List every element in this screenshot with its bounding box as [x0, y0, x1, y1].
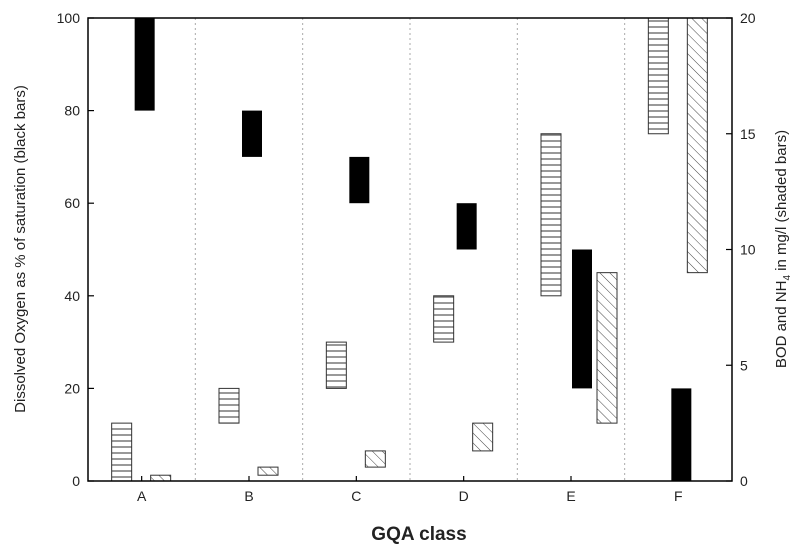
bar-solid-black-f: [671, 388, 692, 481]
bar-diagonal-hatch-d: [472, 422, 494, 452]
bar-horizontal-hatch-b: [218, 387, 240, 424]
bar-diagonal-hatch-c: [364, 450, 386, 468]
left-tick-label: 20: [64, 380, 80, 396]
x-tick-label: A: [137, 488, 147, 504]
x-tick-label: E: [566, 488, 575, 504]
right-axis-title: BOD and NH4 in mg/l (shaded bars): [773, 130, 793, 368]
bar-solid-black-c: [349, 156, 370, 204]
axes: 0 20 40 60 80 100 0 5 10 15 20 A B C D E F: [57, 10, 756, 504]
bar-solid-black-d: [456, 203, 477, 250]
bar-horizontal-hatch-d: [433, 295, 455, 343]
grid-lines: [194, 18, 626, 481]
bar-horizontal-hatch-e: [540, 133, 562, 297]
left-tick-label: 40: [64, 288, 80, 304]
bar-solid-black-a: [134, 18, 155, 111]
left-tick-label: 60: [64, 195, 80, 211]
x-tick-label: F: [674, 488, 683, 504]
right-tick-label: 5: [740, 357, 748, 373]
bars: [111, 17, 708, 482]
bar-horizontal-hatch-c: [325, 341, 347, 389]
bar-solid-black-e: [572, 249, 592, 389]
bar-diagonal-hatch-a: [150, 474, 172, 482]
right-tick-label: 10: [740, 242, 756, 258]
x-tick-label: B: [244, 488, 253, 504]
bar-horizontal-hatch-a: [111, 422, 133, 482]
right-tick-label: 0: [740, 473, 748, 489]
right-tick-label: 15: [740, 126, 756, 142]
bar-diagonal-hatch-e: [596, 272, 618, 424]
left-axis-title: Dissolved Oxygen as % of saturation (bla…: [12, 85, 29, 413]
left-tick-label: 80: [64, 103, 80, 119]
x-axis-title: GQA class: [371, 524, 466, 545]
left-tick-label: 100: [57, 10, 81, 26]
bar-horizontal-hatch-f: [647, 17, 669, 135]
left-tick-label: 0: [72, 473, 80, 489]
x-tick-label: C: [351, 488, 361, 504]
x-tick-label: D: [459, 488, 469, 504]
bar-solid-black-b: [242, 110, 262, 157]
bar-diagonal-hatch-f: [686, 17, 708, 274]
right-tick-label: 20: [740, 10, 756, 26]
bar-diagonal-hatch-b: [257, 466, 279, 476]
